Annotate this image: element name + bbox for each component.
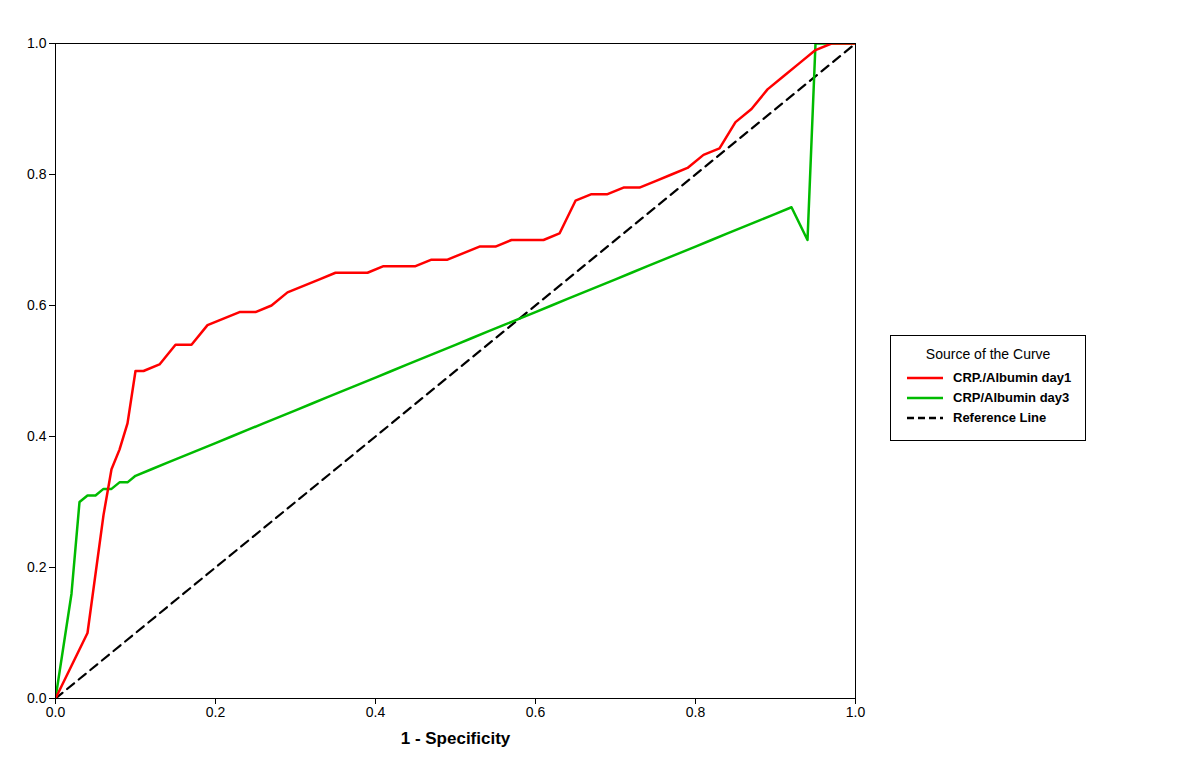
html-text:Reference Line: Reference Line — [953, 410, 1047, 425]
svg-text:0.8: 0.8 — [686, 704, 706, 720]
svg-text:0.2: 0.2 — [27, 559, 47, 575]
svg-text:1.0: 1.0 — [27, 35, 47, 51]
svg-text:0.0: 0.0 — [27, 690, 47, 706]
html-text:CRP/Albumin day3: CRP/Albumin day3 — [953, 390, 1070, 405]
html-text:CRP./Albumin day1: CRP./Albumin day1 — [953, 370, 1072, 385]
svg-text:0.8: 0.8 — [27, 166, 47, 182]
svg-text:0.0: 0.0 — [46, 704, 66, 720]
svg-text:0.4: 0.4 — [27, 428, 47, 444]
html-text:Source of the Curve: Source of the Curve — [925, 346, 1051, 362]
svg-text:0.6: 0.6 — [526, 704, 546, 720]
svg-text:1 - Specificity: 1 - Specificity — [401, 729, 511, 748]
svg-text:0.2: 0.2 — [206, 704, 226, 720]
svg-text:1.0: 1.0 — [846, 704, 866, 720]
svg-text:0.4: 0.4 — [366, 704, 386, 720]
svg-text:0.6: 0.6 — [27, 297, 47, 313]
